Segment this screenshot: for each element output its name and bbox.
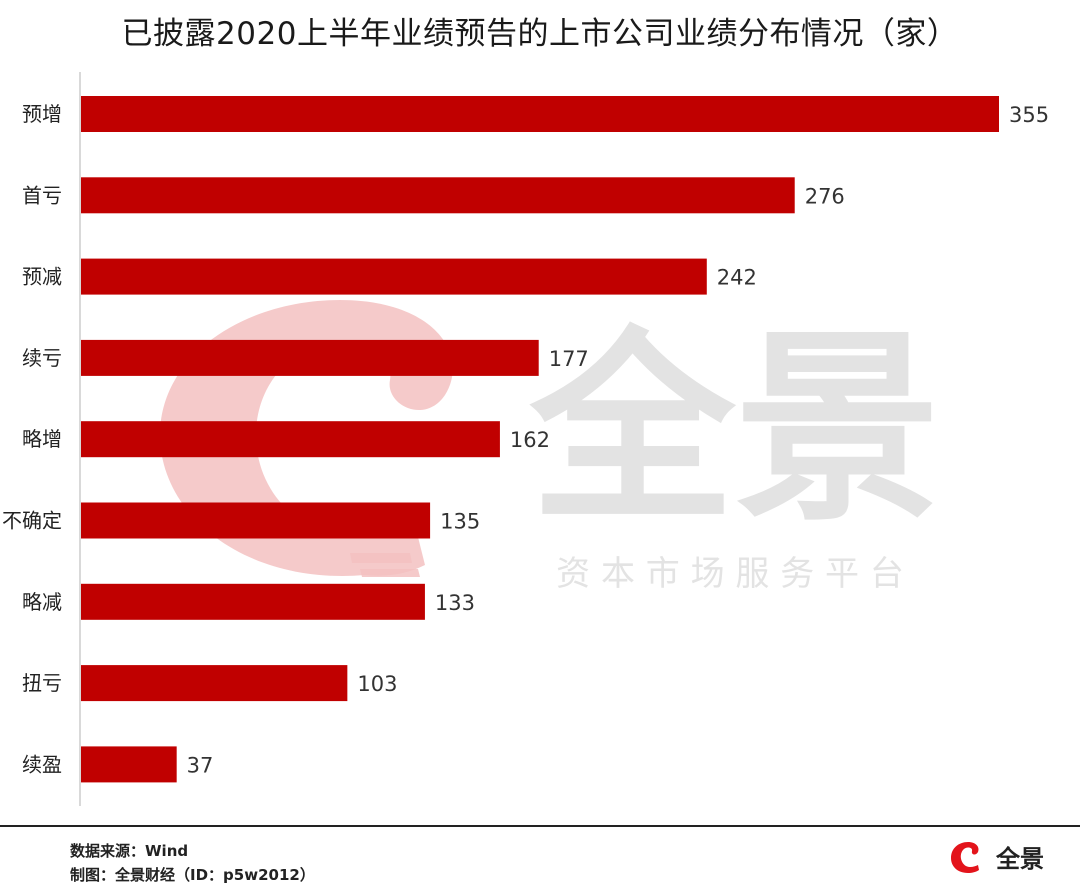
category-tick-label: 不确定 [2,509,62,533]
watermark-tagline: 资 本 市 场 服 务 平 台 [556,554,904,594]
source-note: 数据来源：Wind [70,842,189,860]
watermark-brand: 全景 [529,311,940,549]
bar [81,502,431,539]
bar-chart: 预增 355 首亏 276 预减 242 续亏 177 略增 162 不确定 135 略减 133 扭亏 10… [2,72,1049,806]
category-tick-label: 续亏 [22,346,62,370]
bar-value-label: 276 [805,184,845,208]
credit-note: 制图：全景财经（ID：p5w2012） [70,866,315,884]
bar-value-label: 37 [187,753,214,777]
chart-title: 已披露2020上半年业绩预告的上市公司业绩分布情况（家） [121,16,959,52]
bar [81,746,177,783]
bar-value-label: 177 [549,347,589,371]
bar-value-label: 355 [1009,103,1049,127]
bar [81,583,425,620]
bar-value-label: 135 [440,510,480,534]
bar-value-label: 133 [435,591,475,615]
bar [81,96,999,132]
category-tick-label: 略减 [22,590,62,614]
category-tick-label: 首亏 [22,183,62,207]
bar-value-label: 162 [510,428,550,452]
bar [81,665,348,702]
bar-value-label: 103 [357,672,397,696]
category-tick-label: 续盈 [22,752,62,776]
bar [81,421,500,458]
bar [81,339,539,376]
bar-value-label: 242 [717,266,757,290]
bar [81,177,795,214]
brand-logo-icon: 全景 [951,842,1044,873]
category-tick-label: 略增 [22,427,62,451]
footer-divider [0,825,1080,827]
logo-text: 全景 [995,845,1044,873]
category-tick-label: 扭亏 [22,671,62,695]
category-tick-label: 预减 [22,265,62,289]
category-tick-label: 预增 [22,102,62,126]
bar [81,258,707,295]
